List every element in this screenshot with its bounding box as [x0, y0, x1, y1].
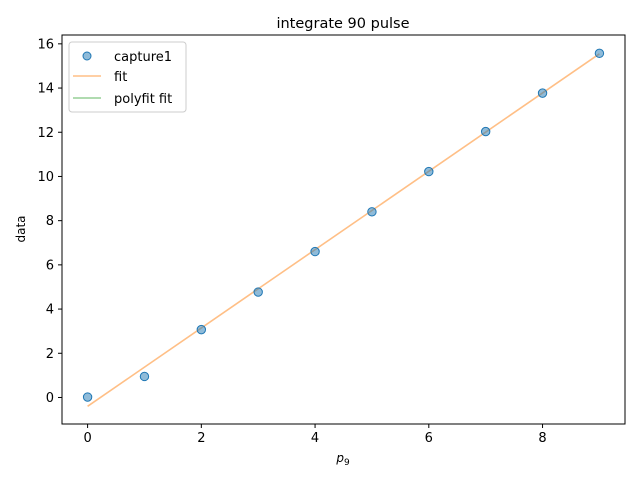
x-tick-label: 0: [83, 431, 91, 446]
data-point-capture1: [310, 246, 320, 257]
data-point-capture1: [196, 324, 207, 335]
y-tick-label: 4: [46, 303, 54, 318]
x-tick-label: 8: [538, 431, 546, 446]
data-point-capture1: [139, 371, 150, 382]
plot-area: [61, 34, 626, 425]
legend-marker-capture1: [82, 51, 92, 61]
data-point-capture1: [480, 126, 491, 137]
plot-frame: [61, 34, 626, 425]
x-axis-label: p9: [335, 451, 350, 468]
data-point-capture1: [253, 287, 263, 297]
y-axis: 0 2 4 6 8 10 12 14 16: [37, 37, 62, 406]
legend-box: [68, 41, 187, 113]
x-axis-label-base: p: [335, 451, 344, 465]
y-tick-label: 14: [37, 82, 54, 97]
data-point-capture1: [82, 392, 93, 402]
x-axis: 0 2 4 6 8: [83, 424, 547, 446]
series-line-fit: [87, 53, 600, 407]
data-points: [82, 48, 605, 402]
fit-lines: [87, 53, 600, 407]
y-tick-label: 0: [46, 391, 54, 406]
legend-label-fit: fit: [114, 70, 127, 85]
data-point-capture1: [367, 207, 377, 217]
legend-label-capture1: capture1: [114, 50, 172, 65]
y-axis-label: data: [14, 215, 28, 242]
data-point-capture1: [537, 88, 548, 98]
x-axis-label-subscript: 9: [344, 458, 350, 468]
chart-title: integrate 90 pulse: [276, 16, 409, 32]
data-point-capture1: [424, 166, 434, 177]
x-tick-label: 6: [425, 431, 433, 446]
x-tick-label: 2: [197, 431, 205, 446]
y-tick-label: 12: [37, 126, 54, 141]
y-tick-label: 2: [46, 347, 54, 362]
y-tick-label: 8: [46, 214, 54, 229]
y-tick-label: 10: [37, 170, 54, 185]
legend-label-polyfit-fit: polyfit fit: [114, 92, 172, 107]
y-tick-label: 6: [46, 258, 54, 273]
x-tick-label: 4: [311, 431, 319, 446]
data-point-capture1: [594, 48, 605, 59]
legend: capture1 fit polyfit fit: [68, 41, 187, 113]
y-tick-label: 16: [37, 37, 54, 52]
